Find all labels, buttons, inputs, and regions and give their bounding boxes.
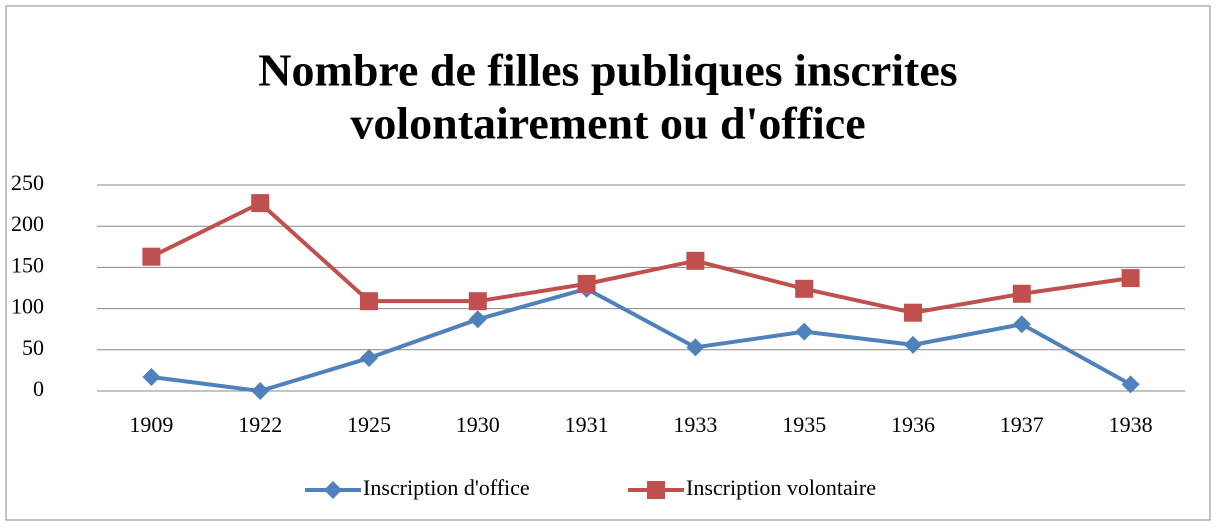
- data-point: [904, 335, 922, 354]
- data-point: [686, 251, 705, 270]
- data-point: [577, 274, 596, 293]
- data-point: [360, 292, 378, 311]
- x-tick-label: 1909: [129, 412, 173, 437]
- data-point: [360, 349, 378, 368]
- data-point: [251, 194, 270, 213]
- chart-border: [5, 5, 1211, 521]
- x-tick-label: 1931: [565, 412, 609, 437]
- data-point: [468, 292, 487, 311]
- chart-title: Nombre de filles publiques inscrites: [258, 45, 957, 96]
- y-tick-label: 0: [33, 376, 44, 401]
- series-line: [150, 201, 1131, 315]
- data-point: [904, 303, 922, 322]
- data-point: [1012, 315, 1031, 334]
- data-point: [1012, 284, 1031, 303]
- series-line: [151, 286, 1132, 393]
- x-tick-label: 1925: [347, 412, 391, 437]
- data-point: [686, 338, 705, 357]
- data-point: [142, 247, 161, 266]
- x-tick-label: 1922: [238, 412, 282, 437]
- data-point: [1121, 269, 1140, 288]
- legend-marker: [647, 481, 665, 499]
- data-point: [142, 367, 161, 386]
- x-tick-label: 1933: [673, 412, 717, 437]
- x-tick-label: 1937: [1000, 412, 1044, 437]
- data-point: [251, 382, 270, 400]
- data-point: [468, 310, 487, 329]
- y-tick-label: 150: [11, 252, 44, 277]
- x-tick-label: 1935: [782, 412, 826, 437]
- legend-marker: [324, 481, 342, 499]
- data-point: [795, 279, 814, 298]
- legend-label: Inscription d'office: [363, 475, 530, 500]
- y-tick-label: 200: [11, 211, 44, 236]
- data-point: [795, 322, 814, 341]
- legend-label: Inscription volontaire: [686, 475, 876, 500]
- y-tick-label: 50: [22, 335, 44, 360]
- x-tick-label: 1938: [1109, 412, 1153, 437]
- data-point: [1121, 375, 1140, 394]
- chart-title: volontairement ou d'office: [350, 98, 865, 149]
- y-tick-label: 100: [11, 294, 44, 319]
- x-tick-label: 1930: [456, 412, 500, 437]
- y-tick-label: 250: [11, 170, 44, 195]
- x-tick-label: 1936: [891, 412, 935, 437]
